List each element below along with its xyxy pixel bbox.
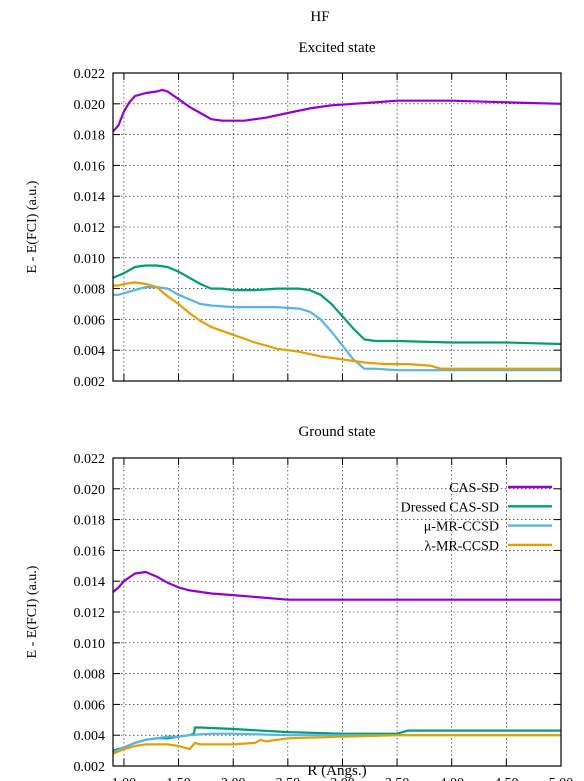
y-tick-label: 0.016 bbox=[74, 544, 106, 559]
x-axis-label: R (Angs.) bbox=[307, 763, 366, 779]
series-line--mr-ccsd bbox=[113, 286, 561, 372]
y-tick-label: 0.012 bbox=[74, 606, 106, 621]
grid-lines bbox=[113, 72, 562, 382]
x-tick-label: 1.00 bbox=[112, 776, 137, 781]
y-tick-label: 0.020 bbox=[74, 483, 106, 498]
y-tick-label: 0.010 bbox=[74, 252, 106, 267]
x-tick-label: 2.00 bbox=[221, 776, 246, 781]
y-tick-label: 0.022 bbox=[74, 67, 106, 82]
x-tick-label: 2.50 bbox=[276, 776, 301, 781]
panel-title: Ground state bbox=[298, 424, 375, 440]
x-tick-label: 5.00 bbox=[549, 776, 574, 781]
legend-label: CAS-SD bbox=[449, 481, 499, 496]
panel-title: Excited state bbox=[298, 40, 375, 56]
ground-state-panel: Ground state 0.002 0.004 0.006 0.008 0.010 0.0… bbox=[25, 424, 573, 781]
figure-title: HF bbox=[310, 9, 329, 25]
y-tick-label: 0.002 bbox=[74, 760, 106, 775]
y-tick-label: 0.004 bbox=[74, 344, 106, 359]
x-tick-label: 1.50 bbox=[166, 776, 191, 781]
y-tick-label: 0.018 bbox=[74, 514, 106, 529]
plot-frame bbox=[112, 457, 562, 767]
y-axis-label: E - E(FCI) (a.u.) bbox=[25, 565, 40, 658]
series-group bbox=[113, 570, 561, 755]
y-tick-label: 0.022 bbox=[74, 452, 106, 467]
y-tick-label: 0.020 bbox=[74, 98, 106, 113]
y-tick-label: 0.002 bbox=[74, 375, 106, 390]
x-tick-label: 3.50 bbox=[385, 776, 410, 781]
series-line-cas-sd bbox=[113, 570, 561, 601]
y-tick-label: 0.016 bbox=[74, 159, 106, 174]
series-line-cas-sd bbox=[113, 88, 561, 133]
series-line-dressed-cas-sd bbox=[113, 264, 561, 346]
series-line--mr-ccsd bbox=[113, 734, 561, 755]
y-tick-label: 0.008 bbox=[74, 668, 106, 683]
series-line--mr-ccsd bbox=[113, 281, 561, 370]
y-tick-label: 0.006 bbox=[74, 698, 106, 713]
legend-label: λ-MR-CCSD bbox=[425, 539, 499, 554]
excited-state-panel: Excited state 0.002 0.004 0.006 0.008 0.010 0.… bbox=[25, 40, 562, 390]
y-tick-label: 0.012 bbox=[74, 221, 106, 236]
y-tick-label: 0.006 bbox=[74, 313, 106, 328]
y-tick-label: 0.004 bbox=[74, 729, 106, 744]
x-tick-label: 3.00 bbox=[330, 776, 355, 781]
y-tick-label: 0.014 bbox=[74, 575, 106, 590]
x-tick-label: 4.50 bbox=[494, 776, 519, 781]
series-group bbox=[113, 88, 561, 372]
legend-label: Dressed CAS-SD bbox=[401, 500, 499, 515]
legend: CAS-SD Dressed CAS-SD μ-MR-CCSD λ-MR-CCSD bbox=[401, 481, 552, 554]
tick-marks bbox=[113, 72, 562, 382]
y-tick-label: 0.008 bbox=[74, 283, 106, 298]
y-tick-label: 0.010 bbox=[74, 637, 106, 652]
x-tick-label: 4.00 bbox=[439, 776, 464, 781]
plot-frame bbox=[112, 72, 562, 382]
y-axis-label: E - E(FCI) (a.u.) bbox=[25, 180, 40, 273]
y-tick-label: 0.014 bbox=[74, 190, 106, 205]
y-tick-label: 0.018 bbox=[74, 129, 106, 144]
legend-label: μ-MR-CCSD bbox=[424, 520, 499, 535]
